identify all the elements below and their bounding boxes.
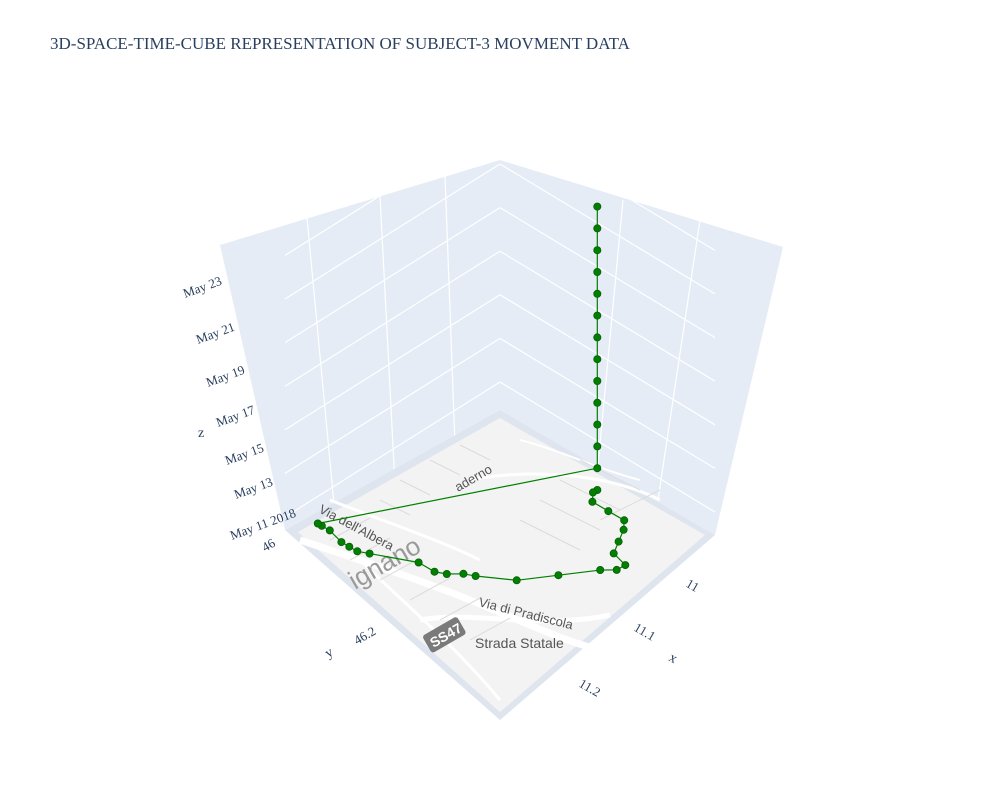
x-tick-label: 11 <box>684 576 702 595</box>
data-point[interactable] <box>459 569 468 578</box>
data-point[interactable] <box>612 565 621 574</box>
wall-gridline <box>499 207 716 339</box>
data-point[interactable] <box>593 289 602 298</box>
z-tick-label: May 13 <box>232 474 275 502</box>
x-tick-label: 11.1 <box>632 620 659 644</box>
data-point[interactable] <box>442 570 451 579</box>
data-point[interactable] <box>593 267 602 276</box>
data-point[interactable] <box>414 558 423 567</box>
data-point[interactable] <box>430 567 439 576</box>
y-axis-title: y <box>323 645 337 661</box>
z-axis-title: z <box>198 426 204 441</box>
data-point[interactable] <box>512 576 521 585</box>
map-road-shield: SS47 <box>423 617 466 653</box>
map-floor: ignano Via dell'Albera aderno Via di Pra… <box>285 410 715 720</box>
data-point[interactable] <box>604 507 613 516</box>
wall-gridline <box>499 163 716 295</box>
data-point[interactable] <box>471 572 480 581</box>
data-point[interactable] <box>588 497 597 506</box>
chart-title: 3D-SPACE-TIME-CUBE REPRESENTATION OF SUB… <box>50 34 630 53</box>
data-point[interactable] <box>353 547 362 556</box>
cube-walls <box>220 119 783 535</box>
wall-gridline <box>306 217 336 516</box>
data-point[interactable] <box>345 542 354 551</box>
wall-gridline <box>284 207 501 344</box>
data-point[interactable] <box>593 224 602 233</box>
wall-gridline <box>444 175 456 446</box>
wall-gridline <box>284 337 501 474</box>
data-point[interactable] <box>325 526 334 535</box>
data-point[interactable] <box>313 519 322 528</box>
trajectory-trace[interactable] <box>313 202 630 585</box>
z-tick-label: May 21 <box>194 319 237 347</box>
wall-gridline <box>284 294 501 431</box>
data-point[interactable] <box>593 355 602 364</box>
wall-gridline <box>284 163 501 300</box>
data-point[interactable] <box>593 333 602 342</box>
wall-gridline <box>284 119 501 256</box>
x-axis-title: x <box>666 650 680 666</box>
data-point[interactable] <box>614 537 623 546</box>
data-point[interactable] <box>593 420 602 429</box>
wall-gridline <box>379 195 396 486</box>
y-tick-label: 46 <box>259 535 278 555</box>
data-point[interactable] <box>620 516 629 525</box>
data-point[interactable] <box>596 566 605 575</box>
wall-gridline <box>657 219 701 501</box>
data-point[interactable] <box>554 571 563 580</box>
data-point[interactable] <box>593 398 602 407</box>
z-tick-label: May 15 <box>223 440 266 468</box>
wall-gridline <box>499 337 716 469</box>
wall-gridline <box>499 381 716 513</box>
map-label-strada-statale: Strada Statale <box>475 635 564 651</box>
right-wall <box>500 160 783 535</box>
data-point[interactable] <box>593 442 602 451</box>
data-point[interactable] <box>619 525 628 534</box>
map-texture <box>329 444 661 641</box>
z-tick-label: May 23 <box>181 273 224 301</box>
y-tick-label: 46.2 <box>351 623 378 647</box>
wall-gridline <box>499 119 716 251</box>
data-point[interactable] <box>593 246 602 255</box>
x-tick-label: 11.2 <box>577 676 604 700</box>
wall-gridline <box>284 381 501 518</box>
data-point[interactable] <box>365 549 374 558</box>
map-tile <box>298 418 705 712</box>
data-point[interactable] <box>593 202 602 211</box>
z-tick-label: May 19 <box>204 362 247 390</box>
z-tick-label: May 17 <box>214 402 257 430</box>
data-point[interactable] <box>621 561 630 570</box>
data-point[interactable] <box>609 549 618 558</box>
wall-gridlines <box>284 119 716 518</box>
data-point[interactable] <box>593 464 602 473</box>
data-point[interactable] <box>593 376 602 385</box>
data-point[interactable] <box>593 311 602 320</box>
wall-gridline <box>597 199 624 466</box>
data-point[interactable] <box>589 488 598 497</box>
data-point[interactable] <box>337 538 346 547</box>
